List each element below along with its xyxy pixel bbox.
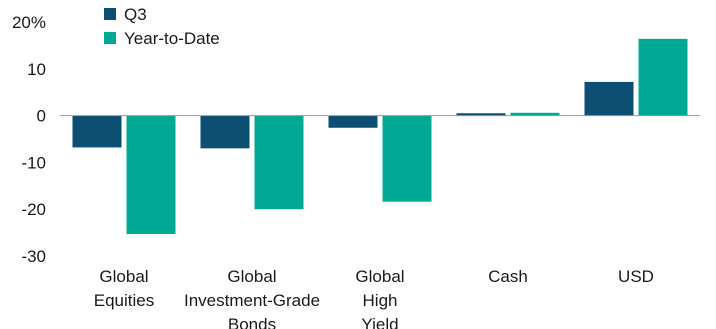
legend-label: Q3 xyxy=(124,5,147,24)
y-axis: 20% 10 0 -10 -20 -30 xyxy=(12,13,46,266)
y-tick-label: -20 xyxy=(21,200,46,219)
y-tick-label: 0 xyxy=(37,107,46,126)
bar-year-to-date xyxy=(382,115,432,202)
bars xyxy=(72,38,688,235)
y-tick-label: 20% xyxy=(12,13,46,32)
bar-year-to-date xyxy=(254,115,304,210)
bar-year-to-date xyxy=(126,115,176,235)
category-label: Investment-Grade xyxy=(184,291,320,310)
y-tick-label: -30 xyxy=(21,247,46,266)
bar-year-to-date xyxy=(510,112,560,116)
x-axis: Global Equities Global Investment-Grade Bond… xyxy=(94,267,654,329)
bar-year-to-date xyxy=(638,38,688,116)
category-label: Global xyxy=(227,267,276,286)
y-tick-label: -10 xyxy=(21,153,46,172)
bar-q3 xyxy=(584,81,634,116)
category-label: High xyxy=(363,291,398,310)
category-label: Yield xyxy=(361,315,398,329)
category-label: Global xyxy=(355,267,404,286)
legend-swatch xyxy=(104,32,116,44)
category-label: Equities xyxy=(94,291,154,310)
category-label: Cash xyxy=(488,267,528,286)
legend-label: Year-to-Date xyxy=(124,29,220,48)
bar-q3 xyxy=(456,113,506,116)
bar-q3 xyxy=(200,115,250,149)
legend-swatch xyxy=(104,8,116,20)
legend: Q3 Year-to-Date xyxy=(104,5,220,48)
bar-q3 xyxy=(72,115,122,148)
category-label: USD xyxy=(618,267,654,286)
bar-q3 xyxy=(328,115,378,128)
category-label: Bonds xyxy=(228,315,276,329)
category-label: Global xyxy=(99,267,148,286)
y-tick-label: 10 xyxy=(27,60,46,79)
